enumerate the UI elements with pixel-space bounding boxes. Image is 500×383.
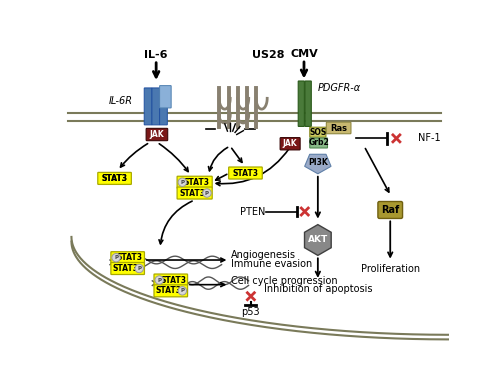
FancyBboxPatch shape	[146, 128, 168, 141]
FancyBboxPatch shape	[111, 252, 144, 264]
Text: STAT3: STAT3	[112, 264, 138, 273]
FancyBboxPatch shape	[111, 262, 144, 275]
Text: JAK: JAK	[283, 139, 298, 148]
FancyBboxPatch shape	[154, 274, 188, 286]
FancyBboxPatch shape	[160, 86, 171, 108]
Text: P: P	[180, 288, 184, 293]
Text: JAK: JAK	[150, 130, 164, 139]
Text: Grb2: Grb2	[308, 139, 329, 147]
Text: NF-1: NF-1	[418, 133, 440, 143]
Text: US28: US28	[252, 50, 285, 60]
FancyBboxPatch shape	[98, 172, 132, 184]
Text: P: P	[180, 180, 184, 185]
Text: IL-6R: IL-6R	[109, 97, 133, 106]
Text: IL-6: IL-6	[144, 50, 168, 60]
FancyBboxPatch shape	[228, 167, 262, 179]
Text: STAT3: STAT3	[160, 275, 186, 285]
Text: Ras: Ras	[330, 124, 347, 133]
FancyBboxPatch shape	[310, 127, 326, 137]
Text: Cell cycle progression: Cell cycle progression	[231, 276, 338, 286]
Text: AKT: AKT	[308, 236, 328, 244]
Text: PDGFR-α: PDGFR-α	[318, 83, 361, 93]
FancyBboxPatch shape	[152, 88, 160, 125]
Text: Proliferation: Proliferation	[360, 264, 420, 274]
FancyBboxPatch shape	[305, 81, 312, 126]
Polygon shape	[304, 224, 331, 255]
Text: STAT3: STAT3	[232, 169, 258, 177]
Text: Inhibition of apoptosis: Inhibition of apoptosis	[264, 283, 372, 293]
Circle shape	[178, 286, 186, 295]
Circle shape	[202, 189, 211, 197]
Text: PTEN: PTEN	[240, 206, 266, 216]
FancyBboxPatch shape	[310, 138, 328, 148]
Circle shape	[178, 178, 186, 187]
Text: PI3K: PI3K	[308, 159, 328, 167]
Text: CMV: CMV	[290, 49, 318, 59]
FancyBboxPatch shape	[177, 176, 212, 188]
FancyBboxPatch shape	[298, 81, 304, 126]
Text: P: P	[157, 278, 161, 283]
Text: P: P	[114, 255, 118, 260]
Text: STAT3: STAT3	[102, 174, 128, 183]
FancyBboxPatch shape	[177, 187, 212, 199]
Text: STAT3: STAT3	[184, 178, 210, 187]
Text: STAT3: STAT3	[156, 286, 182, 295]
FancyBboxPatch shape	[154, 285, 188, 297]
Text: STAT3: STAT3	[102, 174, 128, 183]
Text: Immune evasion: Immune evasion	[231, 259, 312, 269]
Text: STAT3: STAT3	[180, 188, 206, 198]
FancyBboxPatch shape	[160, 88, 168, 125]
Text: SOS: SOS	[309, 128, 326, 137]
FancyBboxPatch shape	[144, 88, 152, 125]
Text: Raf: Raf	[381, 205, 400, 215]
Circle shape	[155, 276, 164, 284]
FancyBboxPatch shape	[280, 137, 300, 150]
Circle shape	[135, 264, 143, 273]
Text: Angiogenesis: Angiogenesis	[231, 250, 296, 260]
FancyBboxPatch shape	[378, 201, 402, 218]
Text: STAT3: STAT3	[117, 253, 143, 262]
Polygon shape	[304, 154, 331, 174]
Text: P: P	[137, 266, 141, 271]
FancyBboxPatch shape	[326, 122, 351, 134]
Text: p53: p53	[242, 307, 260, 317]
Circle shape	[112, 254, 120, 262]
Text: P: P	[205, 190, 209, 196]
